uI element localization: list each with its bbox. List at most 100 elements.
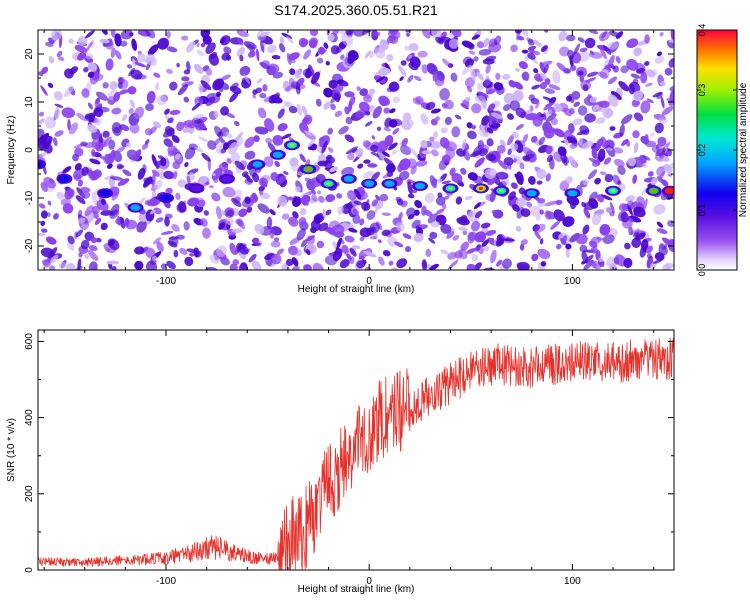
- noise-speckle: [515, 225, 522, 232]
- noise-speckle: [566, 136, 578, 144]
- noise-speckle: [513, 81, 524, 90]
- noise-speckle: [536, 180, 543, 185]
- noise-speckle: [656, 221, 664, 228]
- trace-core: [289, 143, 295, 147]
- noise-speckle: [571, 118, 583, 126]
- noise-speckle: [109, 209, 120, 220]
- noise-speckle: [310, 68, 315, 74]
- noise-speckle: [584, 113, 596, 123]
- noise-speckle: [155, 217, 164, 223]
- noise-speckle: [114, 33, 122, 47]
- noise-speckle: [608, 94, 619, 107]
- noise-speckle: [661, 105, 674, 116]
- noise-speckle: [455, 196, 463, 205]
- noise-speckle: [620, 212, 629, 223]
- trace-peak: [252, 161, 263, 168]
- noise-speckle: [78, 217, 86, 224]
- noise-speckle: [462, 149, 471, 161]
- x-tick-label: -100: [156, 576, 176, 587]
- noise-speckle: [356, 86, 361, 91]
- noise-speckle: [539, 238, 544, 245]
- noise-speckle: [207, 140, 217, 150]
- noise-speckle: [642, 162, 647, 168]
- noise-speckle: [194, 250, 202, 258]
- noise-speckle: [465, 96, 471, 102]
- noise-speckle: [652, 259, 662, 264]
- noise-speckle: [283, 170, 289, 176]
- noise-speckle: [94, 118, 102, 126]
- noise-speckle: [229, 263, 238, 270]
- noise-speckle: [53, 91, 63, 101]
- noise-speckle: [486, 138, 494, 147]
- noise-speckle: [466, 85, 473, 93]
- noise-speckle: [351, 245, 361, 250]
- noise-speckle: [198, 83, 204, 94]
- trace-peak: [221, 175, 232, 182]
- noise-speckle: [633, 47, 642, 57]
- noise-speckle: [533, 50, 541, 56]
- noise-speckle: [435, 36, 444, 45]
- noise-speckle: [428, 237, 436, 244]
- noise-speckle: [72, 153, 79, 162]
- noise-speckle: [538, 136, 546, 145]
- noise-speckle: [652, 91, 663, 98]
- noise-speckle: [542, 96, 555, 102]
- noise-speckle: [179, 247, 188, 255]
- noise-speckle: [141, 143, 149, 150]
- noise-speckle: [54, 107, 60, 120]
- noise-speckle: [646, 253, 652, 259]
- noise-speckle: [182, 127, 192, 133]
- noise-speckle: [661, 179, 669, 187]
- noise-speckle: [109, 81, 118, 91]
- noise-speckle: [544, 210, 552, 220]
- noise-speckle: [236, 30, 249, 38]
- noise-speckle: [577, 105, 588, 116]
- noise-speckle: [508, 80, 517, 88]
- noise-speckle: [200, 80, 212, 91]
- noise-speckle: [545, 113, 557, 122]
- noise-speckle: [327, 127, 334, 135]
- noise-speckle: [186, 41, 196, 53]
- noise-speckle: [118, 89, 130, 95]
- noise-speckle: [156, 241, 164, 252]
- noise-speckle: [105, 247, 111, 253]
- noise-speckle: [281, 263, 290, 270]
- noise-speckle: [277, 108, 285, 119]
- noise-speckle: [495, 72, 501, 80]
- noise-speckle: [276, 248, 284, 255]
- noise-speckle: [610, 65, 616, 70]
- noise-speckle: [515, 67, 520, 73]
- noise-speckle: [410, 56, 421, 69]
- noise-speckle: [359, 236, 365, 242]
- noise-speckle: [249, 193, 259, 204]
- noise-speckle: [398, 212, 403, 220]
- noise-speckle: [629, 228, 640, 236]
- noise-speckle: [389, 34, 399, 44]
- noise-speckle: [47, 82, 54, 89]
- noise-speckle: [522, 30, 529, 37]
- noise-speckle: [133, 106, 145, 120]
- noise-speckle: [645, 82, 653, 87]
- noise-speckle: [191, 102, 201, 111]
- noise-speckle: [460, 167, 467, 175]
- noise-speckle: [398, 170, 410, 181]
- noise-speckle: [139, 246, 149, 255]
- noise-speckle: [292, 195, 297, 201]
- noise-speckle: [203, 210, 209, 216]
- noise-speckle: [561, 149, 566, 154]
- noise-speckle: [376, 126, 382, 132]
- noise-speckle: [270, 94, 277, 102]
- noise-speckle: [304, 264, 312, 270]
- noise-speckle: [400, 60, 407, 66]
- noise-speckle: [359, 227, 372, 238]
- noise-speckle: [379, 193, 389, 202]
- noise-speckle: [479, 148, 488, 157]
- noise-speckle: [255, 87, 262, 94]
- noise-speckle: [627, 157, 636, 167]
- noise-speckle: [212, 78, 225, 91]
- colorbar-tick-label: 0.2: [697, 144, 707, 157]
- noise-speckle: [623, 257, 633, 269]
- noise-speckle: [90, 149, 96, 157]
- noise-speckle: [431, 178, 438, 186]
